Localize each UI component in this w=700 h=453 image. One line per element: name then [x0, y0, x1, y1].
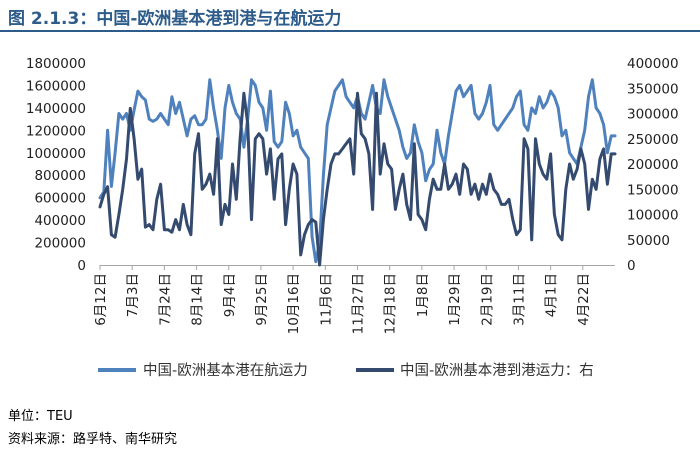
x-tick-label: 6月12日	[93, 273, 109, 326]
source-note: 资料来源：路孚特、南华研究	[8, 432, 178, 447]
y-left-tick-label: 1200000	[26, 123, 86, 139]
chart-series	[98, 78, 617, 267]
x-tick-label: 1月8日	[415, 273, 431, 317]
x-tick-label: 2月19日	[479, 273, 495, 326]
y-right-tick-label: 0	[627, 258, 636, 274]
y-right-tick-label: 300000	[627, 107, 679, 123]
chart-title: 图 2.1.3：中国-欧洲基本港到港与在航运力	[8, 9, 342, 29]
y-left-tick-label: 400000	[34, 213, 86, 229]
y-left-tick-label: 1400000	[26, 101, 86, 117]
x-tick-label: 9月4日	[222, 273, 238, 317]
chart-axes: 0200000400000600000800000100000012000001…	[26, 56, 679, 334]
x-tick-label: 4月22日	[576, 273, 592, 326]
x-tick-label: 3月11日	[511, 273, 527, 326]
chart-legend: 中国-欧洲基本港在航运力 中国-欧洲基本港到港运力：右	[98, 362, 594, 379]
legend-label: 中国-欧洲基本港到港运力：右	[400, 362, 594, 379]
x-tick-label: 1月29日	[447, 273, 463, 326]
unit-note: 单位：TEU	[8, 409, 73, 424]
y-left-tick-label: 1600000	[26, 78, 86, 94]
x-tick-label: 9月25日	[254, 273, 270, 326]
legend-label: 中国-欧洲基本港在航运力	[143, 362, 308, 379]
x-tick-label: 12月18日	[383, 273, 399, 334]
y-right-tick-label: 50000	[627, 233, 670, 249]
y-right-tick-label: 100000	[627, 208, 679, 224]
x-tick-label: 4月1日	[544, 273, 560, 317]
y-left-tick-label: 200000	[34, 236, 86, 252]
title-divider	[0, 30, 700, 32]
y-left-tick-label: 0	[77, 258, 86, 274]
y-left-tick-label: 1800000	[26, 56, 86, 72]
x-tick-label: 8月14日	[190, 273, 206, 326]
x-tick-label: 11月6日	[318, 273, 334, 326]
x-tick-label: 11月27日	[351, 273, 367, 334]
x-tick-label: 7月3日	[125, 273, 141, 317]
y-left-tick-label: 600000	[34, 191, 86, 207]
series-line-arrivals	[98, 91, 617, 267]
x-tick-label: 10月16日	[286, 273, 302, 334]
y-right-tick-label: 150000	[627, 182, 679, 198]
line-chart: 0200000400000600000800000100000012000001…	[26, 56, 679, 379]
y-right-tick-label: 200000	[627, 157, 679, 173]
y-left-tick-label: 1000000	[26, 146, 86, 162]
x-tick-label: 7月24日	[157, 273, 173, 326]
y-right-tick-label: 250000	[627, 132, 679, 148]
y-right-tick-label: 400000	[627, 56, 679, 72]
y-right-tick-label: 350000	[627, 81, 679, 97]
y-left-tick-label: 800000	[34, 168, 86, 184]
